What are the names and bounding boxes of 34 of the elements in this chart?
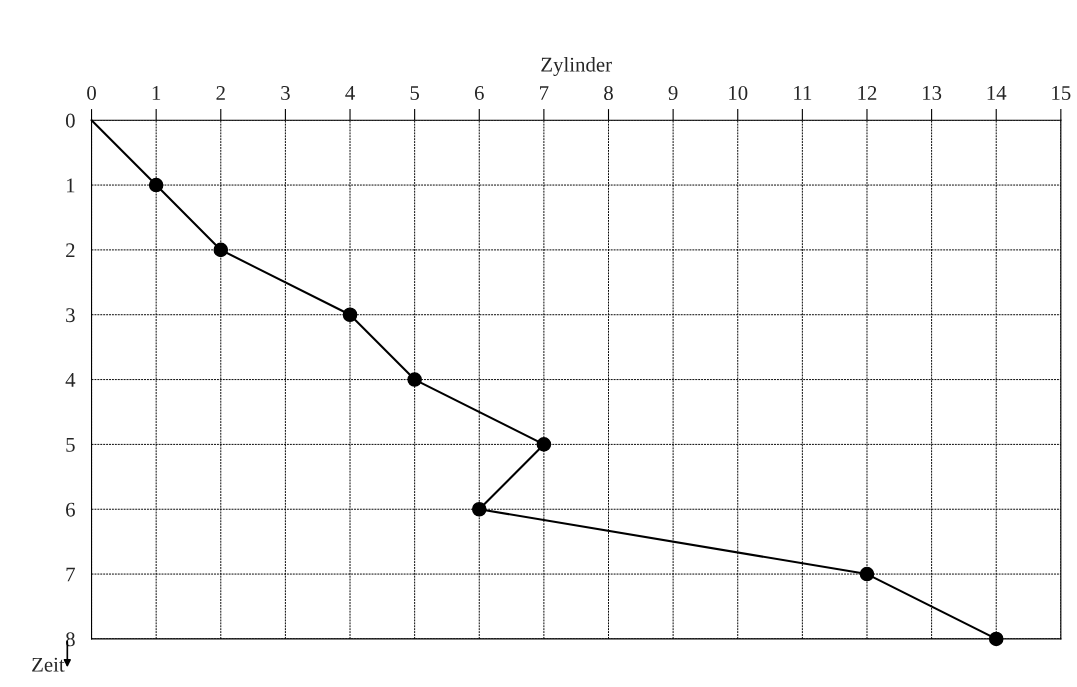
y-axis-title: Zeit — [32, 657, 65, 672]
point — [213, 242, 229, 258]
y-tick-label: 2 — [66, 243, 75, 258]
x-tick-label: 5 — [410, 86, 420, 101]
y-tick-label: 4 — [65, 373, 76, 387]
x-tick-label: 11 — [794, 86, 812, 100]
point — [859, 566, 875, 582]
x-tick-label: 2 — [216, 86, 225, 100]
y-tick-label: 3 — [66, 308, 75, 323]
x-tick-label: 3 — [281, 86, 290, 101]
y-tick-label: 1 — [66, 178, 75, 193]
x-tick-label: 0 — [87, 85, 96, 101]
point — [342, 307, 358, 323]
point — [536, 437, 552, 452]
x-tick-label: 8 — [604, 85, 613, 101]
x-tick-label: 12 — [858, 86, 877, 100]
y-tick-label: 6 — [66, 502, 75, 517]
x-tick-label: 13 — [923, 86, 942, 101]
point — [148, 177, 164, 193]
x-tick-label: 9 — [668, 86, 678, 101]
x-tick-label: 7 — [540, 86, 549, 100]
y-tick-label: 0 — [65, 113, 75, 128]
y-tick-label: 5 — [66, 437, 75, 452]
x-tick-label: 4 — [345, 86, 355, 100]
x-tick-label: 1 — [152, 86, 161, 100]
x-axis-title: Zylinder — [541, 57, 612, 76]
x-tick-label: 15 — [1052, 86, 1071, 101]
y-tick-label: 7 — [66, 567, 75, 582]
x-tick-label: 14 — [987, 86, 1007, 100]
point — [988, 631, 1004, 647]
x-tick-label: 6 — [474, 86, 484, 101]
point — [471, 501, 487, 517]
point — [407, 372, 422, 387]
x-tick-label: 10 — [729, 85, 748, 101]
